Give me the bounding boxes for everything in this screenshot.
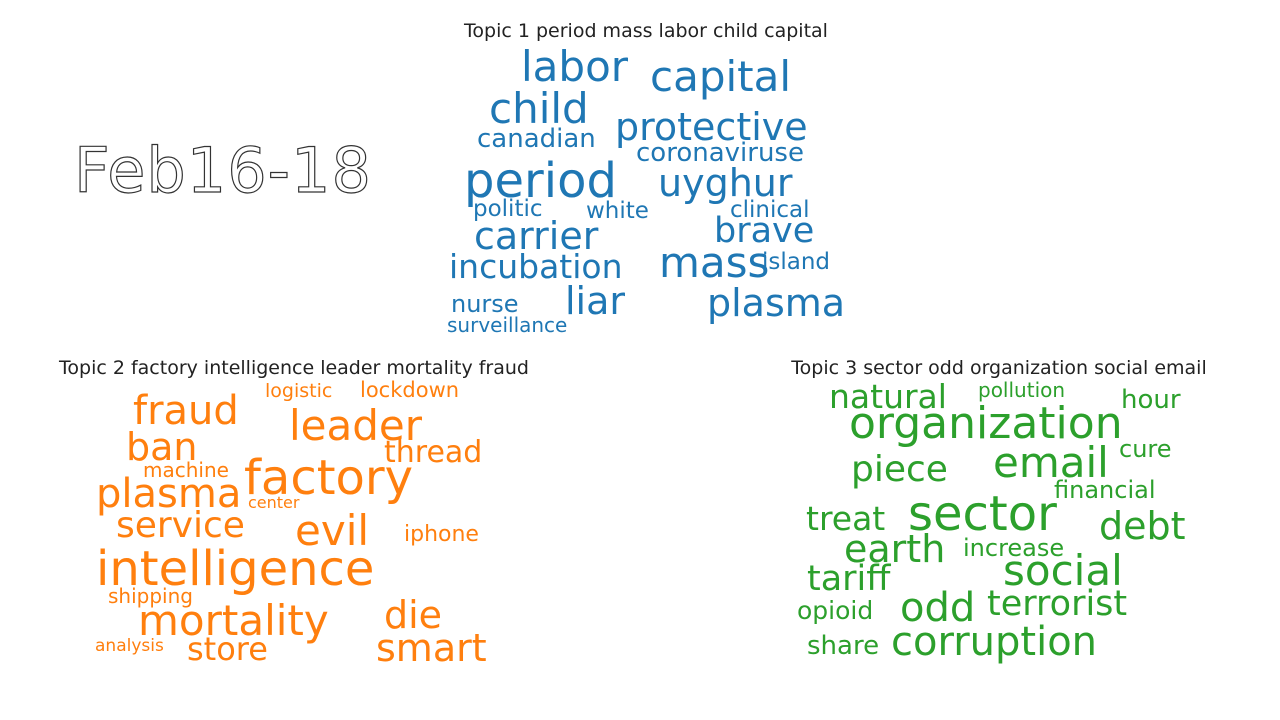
topic-2-word-shipping: shipping (108, 584, 193, 608)
topic-3-word-increase: increase (963, 534, 1065, 562)
topic-2-word-smart: smart (376, 626, 487, 670)
topic-1-word-canadian: canadian (477, 124, 596, 154)
topic-3-word-earth: earth (844, 527, 946, 571)
topic-1-word-politic: politic (473, 196, 543, 222)
topic-3-word-hour: hour (1121, 385, 1181, 415)
topic-1-word-protective: protective (615, 105, 808, 149)
topic-2-word-iphone: iphone (404, 522, 479, 547)
topic-1-title: Topic 1 period mass labor child capital (464, 20, 828, 42)
topic-3-word-pollution: pollution (978, 378, 1066, 402)
topic-1-word-coronaviruse: coronaviruse (636, 138, 804, 168)
topic-1-word-island: island (762, 249, 831, 275)
topic-2-word-lockdown: lockdown (360, 378, 460, 402)
topic-3-word-opioid: opioid (797, 596, 874, 625)
topic-2-word-logistic: logistic (265, 380, 333, 402)
topic-1-word-mass: mass (659, 238, 770, 287)
topic-3-word-corruption: corruption (891, 619, 1098, 665)
topic-2-word-ban: ban (126, 425, 198, 469)
topic-3-word-social: social (1003, 546, 1123, 595)
topic-3-word-sector: sector (908, 486, 1057, 542)
topic-2-word-service: service (116, 505, 245, 546)
topic-1-word-carrier: carrier (474, 214, 599, 258)
topic-2-word-machine: machine (143, 458, 229, 482)
topic-3-word-terrorist: terrorist (987, 584, 1128, 624)
topic-3-word-email: email (993, 438, 1109, 487)
topic-2-word-die: die (384, 593, 443, 637)
topic-2-title: Topic 2 factory intelligence leader mort… (59, 357, 529, 379)
topic-1-word-plasma: plasma (707, 281, 846, 325)
topic-3-word-natural: natural (829, 377, 947, 416)
topic-2-word-mortality: mortality (138, 596, 329, 645)
topic-1-word-child: child (489, 84, 589, 133)
topic-2-word-fraud: fraud (133, 388, 239, 434)
topic-3-word-piece: piece (851, 449, 948, 490)
topic-1-word-period: period (464, 153, 617, 209)
topic-3-word-debt: debt (1099, 504, 1186, 548)
topic-2-word-store: store (187, 630, 268, 668)
topic-3-word-financial: financial (1054, 476, 1156, 504)
topic-2-word-intelligence: intelligence (96, 541, 375, 597)
topic-1-word-incubation: incubation (449, 247, 623, 286)
topic-1-word-surveillance: surveillance (447, 313, 568, 337)
topic-2-word-evil: evil (295, 506, 370, 555)
topic-3-word-cure: cure (1119, 435, 1172, 463)
topic-3-title: Topic 3 sector odd organization social e… (791, 357, 1207, 379)
topic-3-word-treat: treat (806, 499, 886, 538)
topic-2-word-thread: thread (384, 435, 483, 470)
date-range-label: Feb16-18 (73, 134, 372, 207)
topic-3-word-organization: organization (849, 398, 1123, 449)
topic-1-word-clinical: clinical (730, 197, 810, 223)
topic-3-word-tariff: tariff (807, 559, 891, 599)
topic-1-word-capital: capital (650, 52, 792, 101)
topic-1-word-liar: liar (565, 279, 626, 323)
topic-3-word-share: share (807, 631, 880, 661)
topic-2-word-leader: leader (289, 401, 423, 450)
topic-1-word-nurse: nurse (451, 290, 519, 318)
topic-2-word-analysis: analysis (95, 636, 164, 656)
topic-1-word-brave: brave (714, 211, 815, 251)
topic-2-word-center: center (248, 493, 300, 512)
topic-1-word-white: white (586, 198, 649, 224)
topic-3-word-odd: odd (900, 585, 976, 631)
topic-2-word-plasma: plasma (96, 471, 242, 517)
topic-1-word-uyghur: uyghur (658, 161, 793, 205)
topic-2-word-factory: factory (244, 450, 414, 506)
topic-1-word-labor: labor (521, 42, 629, 91)
